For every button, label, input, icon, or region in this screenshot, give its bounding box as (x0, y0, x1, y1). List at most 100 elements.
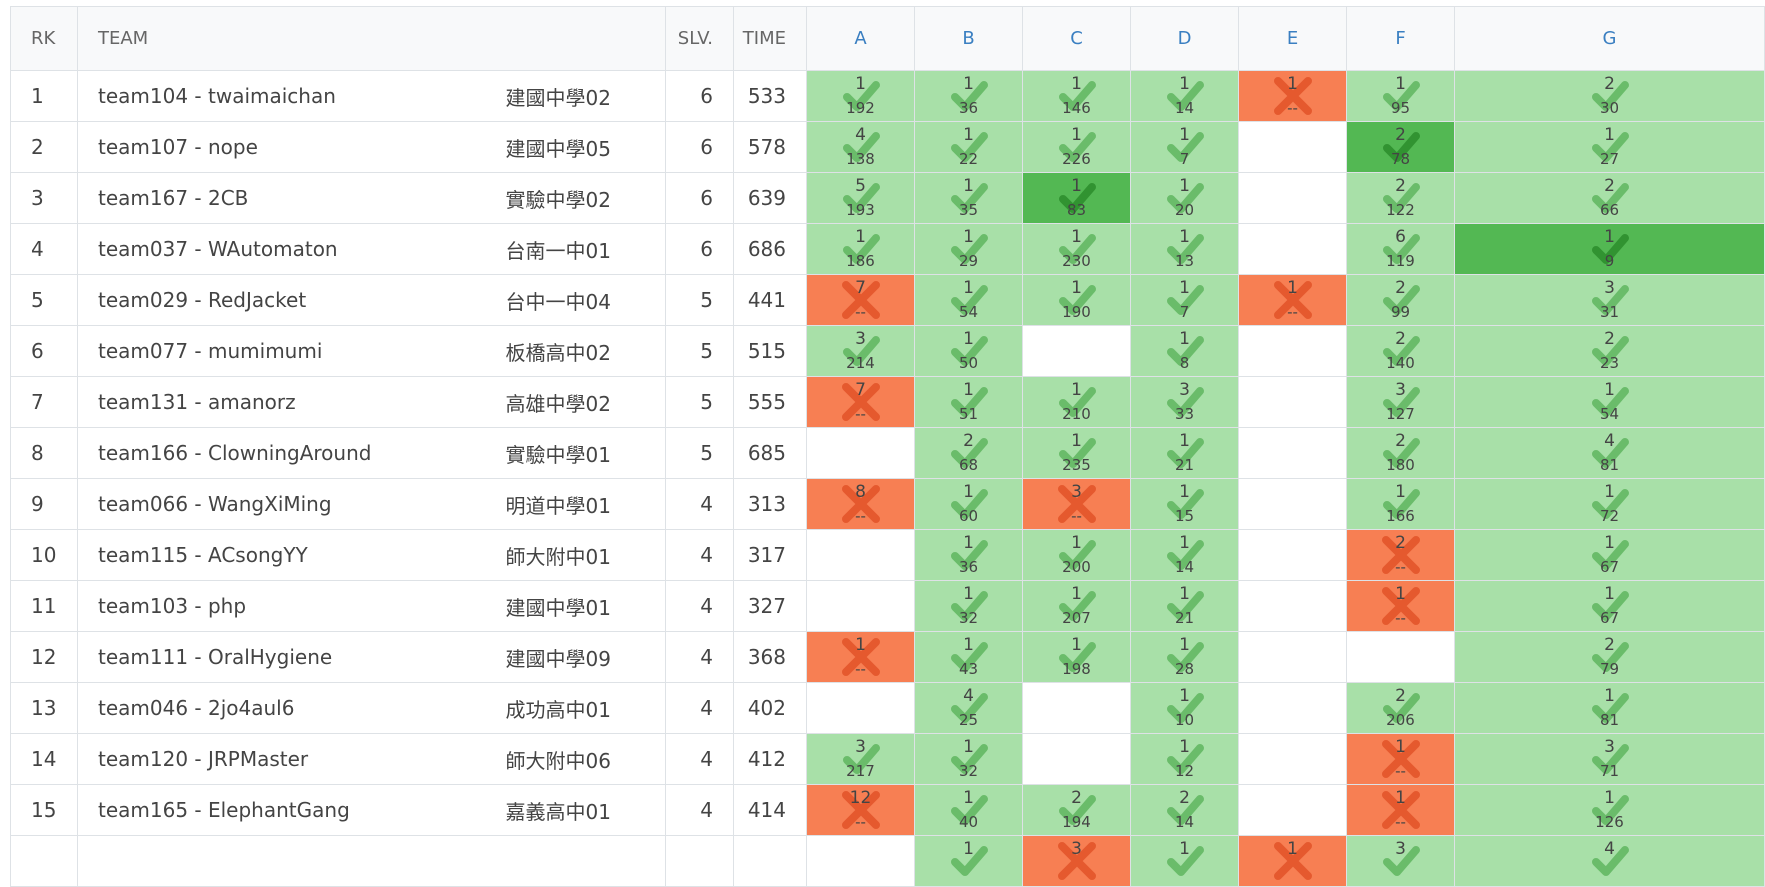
problem-f-cell[interactable]: 1 95 (1346, 70, 1455, 122)
problem-c-cell[interactable]: 3 -- (1022, 478, 1131, 530)
problem-d-cell[interactable]: 1 13 (1130, 223, 1239, 275)
problem-a-cell[interactable]: 1 -- (806, 631, 915, 683)
problem-d-cell[interactable]: 1 (1130, 835, 1239, 887)
team-name-cell[interactable]: team111 - OralHygiene (77, 631, 486, 683)
problem-d-cell[interactable]: 1 10 (1130, 682, 1239, 734)
problem-e-cell[interactable]: 1 -- (1238, 274, 1347, 326)
problem-g-cell[interactable]: 2 66 (1454, 172, 1765, 224)
problem-c-cell[interactable]: 1 207 (1022, 580, 1131, 632)
problem-c-cell[interactable]: 1 230 (1022, 223, 1131, 275)
problem-f-cell[interactable]: 1 -- (1346, 733, 1455, 785)
team-name-cell[interactable]: team104 - twaimaichan (77, 70, 486, 122)
problem-g-cell[interactable]: 1 54 (1454, 376, 1765, 428)
problem-e-header[interactable]: E (1238, 6, 1347, 71)
problem-a-cell[interactable]: 3 214 (806, 325, 915, 377)
problem-d-header[interactable]: D (1130, 6, 1239, 71)
team-name-cell[interactable]: team115 - ACsongYY (77, 529, 486, 581)
problem-c-cell[interactable]: 2 194 (1022, 784, 1131, 836)
problem-f-cell[interactable]: 2 140 (1346, 325, 1455, 377)
problem-a-header[interactable]: A (806, 6, 915, 71)
problem-c-cell[interactable]: 1 226 (1022, 121, 1131, 173)
problem-f-cell[interactable]: 6 119 (1346, 223, 1455, 275)
problem-b-cell[interactable]: 1 29 (914, 223, 1023, 275)
problem-g-cell[interactable]: 3 71 (1454, 733, 1765, 785)
problem-b-cell[interactable]: 2 68 (914, 427, 1023, 479)
problem-g-cell[interactable]: 1 67 (1454, 529, 1765, 581)
problem-e-link[interactable]: E (1286, 28, 1299, 49)
problem-a-cell[interactable]: 3 217 (806, 733, 915, 785)
problem-d-cell[interactable]: 1 12 (1130, 733, 1239, 785)
problem-f-cell[interactable]: 2 122 (1346, 172, 1455, 224)
problem-g-cell[interactable]: 2 23 (1454, 325, 1765, 377)
problem-g-header[interactable]: G (1454, 6, 1765, 71)
problem-g-cell[interactable]: 1 72 (1454, 478, 1765, 530)
problem-f-cell[interactable]: 2 99 (1346, 274, 1455, 326)
problem-f-header[interactable]: F (1346, 6, 1455, 71)
problem-c-cell[interactable]: 1 200 (1022, 529, 1131, 581)
problem-d-cell[interactable]: 1 21 (1130, 580, 1239, 632)
problem-g-cell[interactable]: 1 81 (1454, 682, 1765, 734)
problem-b-link[interactable]: B (962, 28, 975, 49)
team-name-cell[interactable]: team029 - RedJacket (77, 274, 486, 326)
problem-d-cell[interactable]: 1 20 (1130, 172, 1239, 224)
problem-a-link[interactable]: A (854, 28, 867, 49)
problem-b-cell[interactable]: 1 22 (914, 121, 1023, 173)
problem-a-cell[interactable]: 1 186 (806, 223, 915, 275)
team-name-cell[interactable]: team066 - WangXiMing (77, 478, 486, 530)
problem-f-cell[interactable]: 3 (1346, 835, 1455, 887)
problem-g-cell[interactable]: 1 27 (1454, 121, 1765, 173)
problem-a-cell[interactable]: 4 138 (806, 121, 915, 173)
problem-f-cell[interactable]: 1 166 (1346, 478, 1455, 530)
problem-b-cell[interactable]: 1 43 (914, 631, 1023, 683)
team-name-cell[interactable]: team165 - ElephantGang (77, 784, 486, 836)
problem-b-cell[interactable]: 1 35 (914, 172, 1023, 224)
problem-d-cell[interactable]: 1 14 (1130, 70, 1239, 122)
problem-d-cell[interactable]: 1 21 (1130, 427, 1239, 479)
problem-a-cell[interactable]: 5 193 (806, 172, 915, 224)
problem-a-cell[interactable]: 7 -- (806, 376, 915, 428)
problem-f-cell[interactable]: 2 206 (1346, 682, 1455, 734)
problem-c-cell[interactable]: 1 198 (1022, 631, 1131, 683)
problem-b-cell[interactable]: 1 54 (914, 274, 1023, 326)
problem-b-cell[interactable]: 4 25 (914, 682, 1023, 734)
problem-c-cell[interactable]: 1 190 (1022, 274, 1131, 326)
problem-e-cell[interactable]: 1 -- (1238, 70, 1347, 122)
problem-b-cell[interactable]: 1 51 (914, 376, 1023, 428)
problem-b-cell[interactable]: 1 50 (914, 325, 1023, 377)
problem-d-cell[interactable]: 1 15 (1130, 478, 1239, 530)
team-name-cell[interactable]: team046 - 2jo4aul6 (77, 682, 486, 734)
problem-c-cell[interactable]: 3 (1022, 835, 1131, 887)
problem-a-cell[interactable]: 12 -- (806, 784, 915, 836)
problem-f-cell[interactable]: 1 -- (1346, 784, 1455, 836)
problem-a-cell[interactable]: 1 192 (806, 70, 915, 122)
problem-f-link[interactable]: F (1395, 28, 1406, 49)
problem-f-cell[interactable]: 2 180 (1346, 427, 1455, 479)
problem-g-cell[interactable]: 3 31 (1454, 274, 1765, 326)
problem-d-link[interactable]: D (1177, 28, 1192, 49)
problem-f-cell[interactable]: 3 127 (1346, 376, 1455, 428)
team-name-cell[interactable]: team166 - ClowningAround (77, 427, 486, 479)
problem-g-cell[interactable]: 1 67 (1454, 580, 1765, 632)
problem-b-cell[interactable]: 1 32 (914, 580, 1023, 632)
problem-c-cell[interactable]: 1 83 (1022, 172, 1131, 224)
team-name-cell[interactable]: team103 - php (77, 580, 486, 632)
problem-b-cell[interactable]: 1 36 (914, 529, 1023, 581)
problem-d-cell[interactable]: 1 28 (1130, 631, 1239, 683)
team-name-cell[interactable]: team037 - WAutomaton (77, 223, 486, 275)
problem-g-cell[interactable]: 4 (1454, 835, 1765, 887)
problem-g-cell[interactable]: 2 79 (1454, 631, 1765, 683)
team-name-cell[interactable]: team167 - 2CB (77, 172, 486, 224)
problem-f-cell[interactable]: 1 -- (1346, 580, 1455, 632)
problem-b-cell[interactable]: 1 40 (914, 784, 1023, 836)
problem-c-cell[interactable]: 1 235 (1022, 427, 1131, 479)
problem-b-cell[interactable]: 1 36 (914, 70, 1023, 122)
problem-g-cell[interactable]: 2 30 (1454, 70, 1765, 122)
problem-c-cell[interactable]: 1 210 (1022, 376, 1131, 428)
team-name-cell[interactable]: team077 - mumimumi (77, 325, 486, 377)
problem-g-cell[interactable]: 1 126 (1454, 784, 1765, 836)
problem-b-cell[interactable]: 1 60 (914, 478, 1023, 530)
problem-a-cell[interactable]: 8 -- (806, 478, 915, 530)
